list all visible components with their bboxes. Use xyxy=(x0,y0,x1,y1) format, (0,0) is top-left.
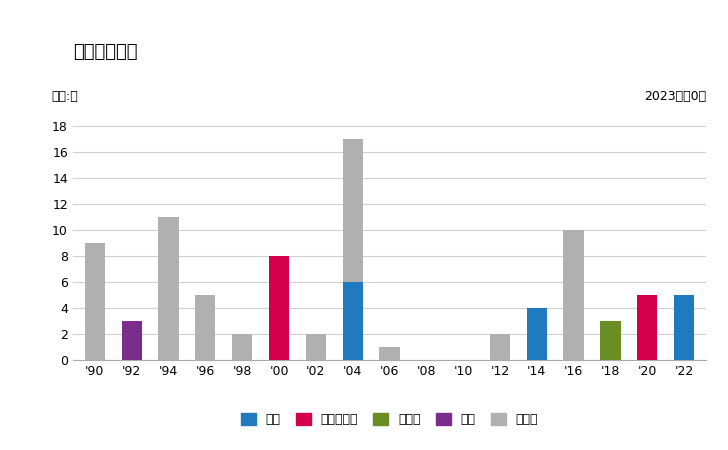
Bar xyxy=(232,334,253,360)
Bar xyxy=(343,282,363,360)
Bar xyxy=(306,334,326,360)
Bar xyxy=(195,295,215,360)
Bar xyxy=(269,256,289,360)
Legend: 台湾, ミャンマー, ロシア, 中国, その他: 台湾, ミャンマー, ロシア, 中国, その他 xyxy=(236,408,543,432)
Text: 単位:両: 単位:両 xyxy=(51,90,78,103)
Text: 輸出量の推移: 輸出量の推移 xyxy=(73,43,138,61)
Bar xyxy=(601,321,620,360)
Bar xyxy=(674,295,695,360)
Text: 2023年：0両: 2023年：0両 xyxy=(644,90,706,103)
Bar xyxy=(379,347,400,360)
Bar xyxy=(526,308,547,360)
Bar xyxy=(490,334,510,360)
Bar xyxy=(637,295,657,360)
Bar xyxy=(84,243,105,360)
Bar xyxy=(343,139,363,360)
Bar xyxy=(159,217,178,360)
Bar xyxy=(122,321,142,360)
Bar xyxy=(563,230,584,360)
